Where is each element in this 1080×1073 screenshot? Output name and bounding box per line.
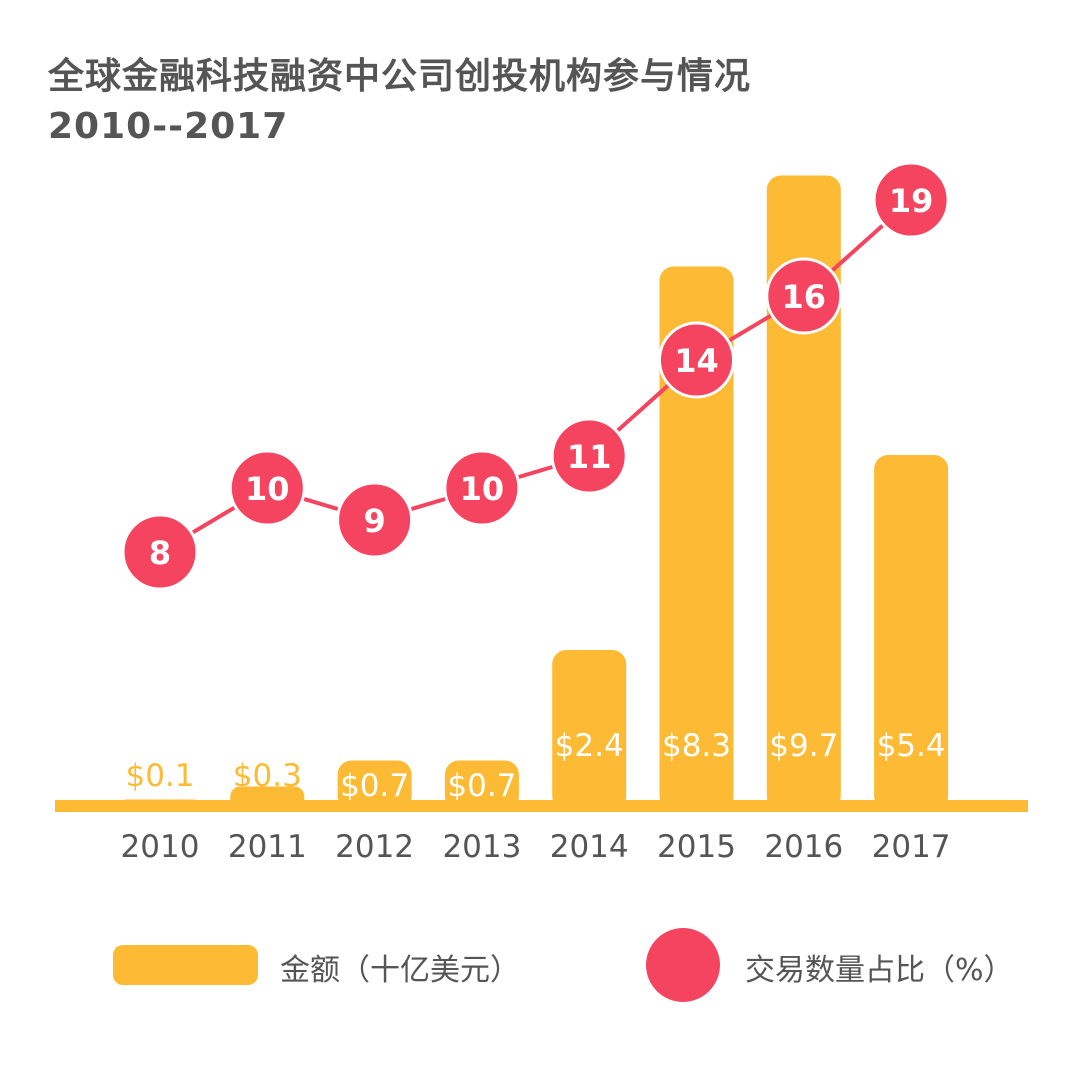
line-label-2016: 16: [782, 278, 827, 316]
line-point-2014: [550, 417, 628, 495]
bar-2012: [337, 760, 412, 810]
bar-label-2016: $9.7: [769, 728, 838, 764]
bar-label-2011: $0.3: [233, 758, 302, 794]
bar-2016: [766, 175, 841, 810]
x-axis-line: [55, 800, 1028, 812]
bar-2017: [874, 455, 949, 810]
x-tick-2012: 2012: [335, 829, 414, 865]
bar-label-2015: $8.3: [662, 728, 731, 764]
x-tick-2013: 2013: [442, 829, 521, 865]
x-tick-2016: 2016: [764, 829, 843, 865]
bar-2013: [444, 760, 519, 810]
legend-line-swatch: [646, 928, 720, 1002]
chart-title: 全球金融科技融资中公司创投机构参与情况 2010--2017: [48, 52, 751, 152]
bar-2014: [552, 650, 627, 810]
subtitle-line: 2010--2017: [48, 106, 289, 147]
line-label-2017: 19: [889, 182, 934, 220]
bar-label-2013: $0.7: [447, 768, 516, 804]
bar-2015: [659, 266, 734, 810]
bar-label-2010: $0.1: [125, 758, 194, 794]
title-line: 全球金融科技融资中公司创投机构参与情况: [48, 56, 752, 97]
x-tick-2017: 2017: [872, 829, 951, 865]
legend-bar-label: 金额（十亿美元）: [280, 953, 520, 988]
legend-bar-swatch: [113, 945, 258, 985]
line-point-2017: [872, 161, 950, 239]
legend-line-label: 交易数量占比（%）: [745, 953, 1014, 988]
line-point-2010: [121, 513, 199, 591]
line-point-2011: [228, 449, 306, 527]
line-label-2014: 11: [567, 438, 612, 476]
bar-label-2014: $2.4: [555, 728, 624, 764]
line-label-2010: 8: [149, 534, 171, 572]
line-point-2016: [765, 257, 843, 335]
line-point-2012: [336, 481, 414, 559]
line-point-2015: [658, 321, 735, 399]
x-tick-2010: 2010: [121, 829, 200, 865]
line-point-2013: [443, 449, 521, 527]
bar-label-2012: $0.7: [340, 768, 409, 804]
x-tick-2011: 2011: [228, 829, 307, 865]
line-label-2011: 10: [245, 470, 290, 508]
line-label-2015: 14: [674, 342, 719, 380]
line-label-2012: 9: [363, 502, 385, 540]
line-label-2013: 10: [460, 470, 505, 508]
bar-label-2017: $5.4: [877, 728, 946, 764]
x-tick-2015: 2015: [657, 829, 736, 865]
x-tick-2014: 2014: [550, 829, 629, 865]
